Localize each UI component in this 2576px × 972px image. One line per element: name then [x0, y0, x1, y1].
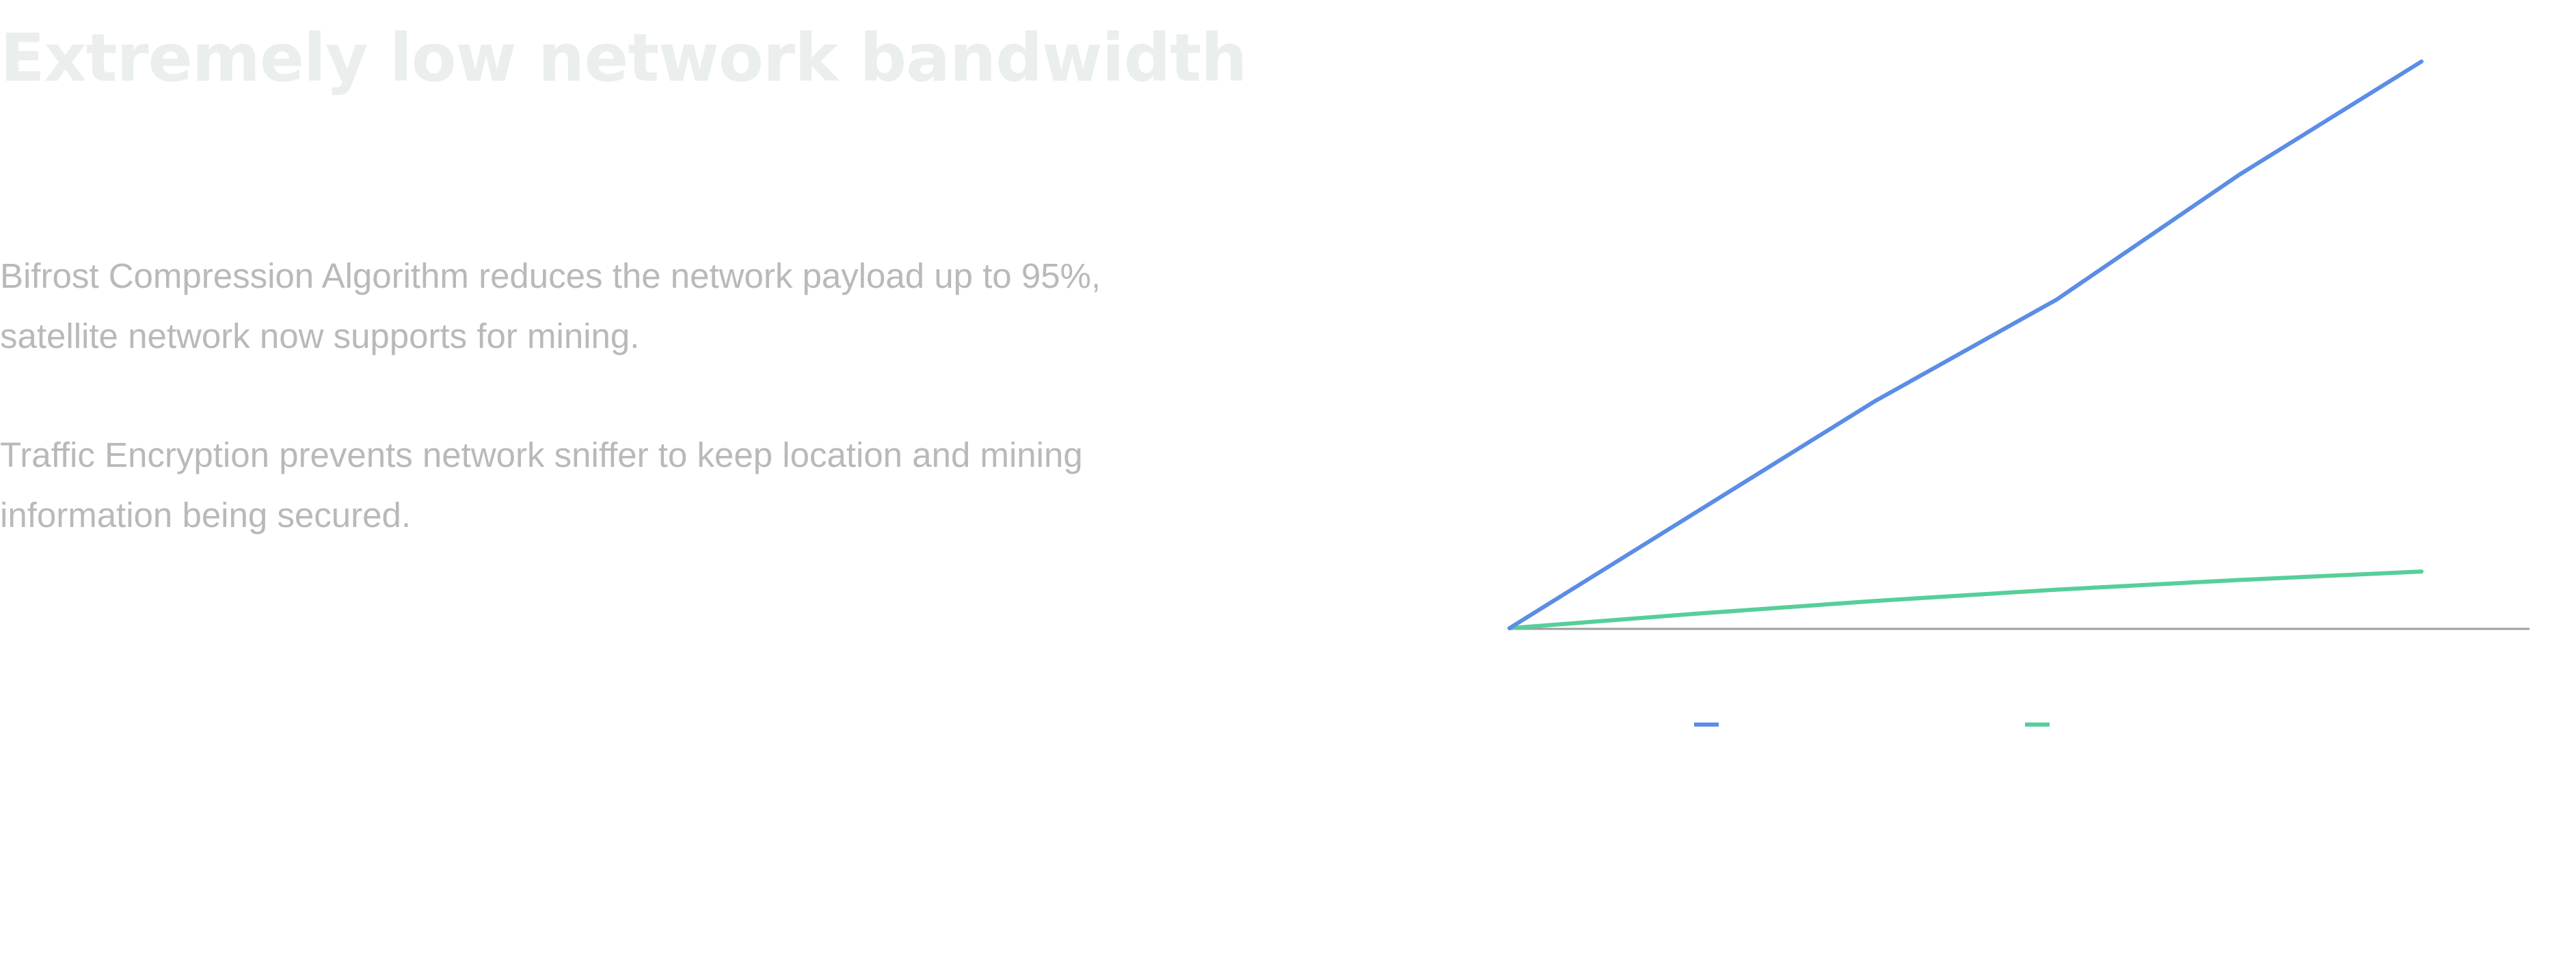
feature-paragraph-compression: Bifrost Compression Algorithm reduces th…	[0, 256, 1101, 355]
bandwidth-line-chart	[1507, 59, 2530, 727]
page-title: Extremely low network bandwidth	[0, 20, 1248, 96]
series-line-1	[1507, 59, 2424, 630]
plot-area	[1507, 59, 2530, 630]
legend-swatch-1	[1694, 723, 1719, 727]
legend-swatch-2	[2025, 723, 2050, 727]
chart-legend	[1694, 723, 2050, 727]
feature-paragraph-encryption: Traffic Encryption prevents network snif…	[0, 435, 1083, 535]
series-line-2	[1507, 569, 2424, 630]
